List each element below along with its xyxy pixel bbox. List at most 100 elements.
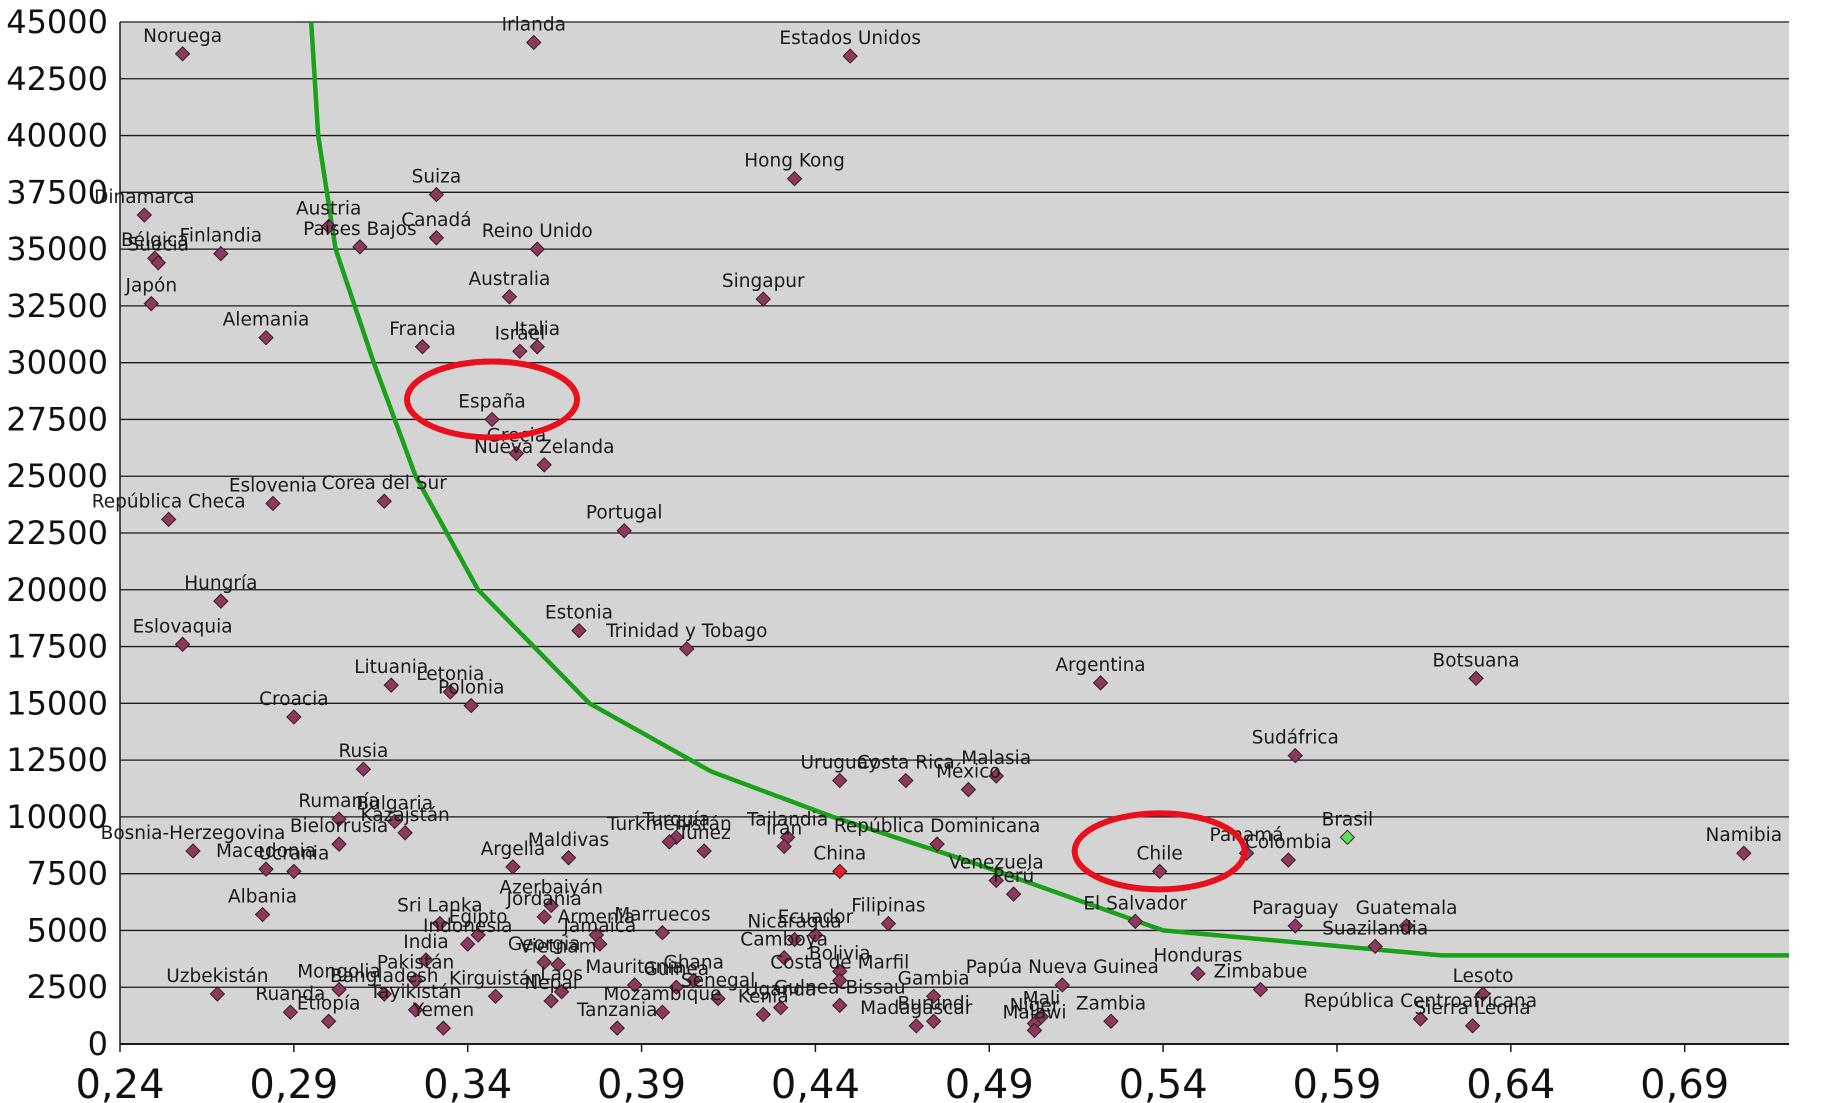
y-tick-label: 42500 [6, 60, 108, 98]
point-guatemala [1398, 918, 1415, 934]
label-nueva-zelanda: Nueva Zelanda [474, 437, 614, 458]
label-georgia: Georgia [508, 934, 581, 955]
point-guinea-bissau [832, 997, 848, 1014]
point-india [418, 952, 434, 968]
point-laos [553, 984, 570, 1000]
label-jamaica: Jamaica [562, 916, 636, 937]
point-nicaragua [786, 931, 803, 948]
point-republica-dominicana [929, 836, 945, 852]
point-hungria [213, 593, 229, 609]
point-gambia [925, 988, 942, 1005]
label-albania: Albania [228, 887, 297, 908]
label-uruguay: Uruguay [800, 753, 879, 774]
point-macedonia [258, 861, 274, 877]
label-francia: Francia [389, 319, 456, 340]
label-guinea-bissau: Guinea-Bissau [774, 977, 906, 998]
frontier-curve [308, 21, 1789, 958]
point-grecia [508, 445, 525, 462]
point-paraguay [1287, 918, 1303, 934]
label-china: China [813, 843, 866, 864]
label-sierra-leona: Sierra Leona [1415, 998, 1531, 1019]
y-tick-label: 7500 [27, 855, 108, 893]
y-axis-ticks: 45000 42500 40000 37500 35000 32500 30000 27500… [6, 3, 108, 1063]
point-marruecos [654, 925, 671, 941]
label-papua-nueva-guinea: Papúa Nueva Guinea [966, 957, 1159, 978]
label-sri-lanka: Sri Lanka [397, 896, 482, 917]
label-espana: España [458, 391, 525, 412]
label-tanzania: Tanzania [576, 1000, 658, 1021]
label-bosnia-herzegovina: Bosnia-Herzegovina [101, 823, 286, 844]
label-malawi: Malawi [1002, 1002, 1066, 1023]
point-iran [776, 838, 792, 855]
point-mauritania [626, 977, 643, 993]
label-belgica: Bélgica [121, 230, 189, 251]
label-bielorrusia: Bielorrusia [290, 816, 388, 837]
label-singapur: Singapur [722, 271, 805, 292]
point-colombia [1280, 852, 1297, 868]
label-macedonia: Macedonia [216, 841, 316, 862]
point-georgia [536, 954, 552, 970]
label-bulgaria: Bulgaria [356, 793, 433, 814]
label-costa-de-marfil: Costa de Marfil [770, 952, 909, 973]
x-tick-label: 0,24 [75, 1062, 164, 1103]
label-letonia: Letonia [416, 664, 484, 685]
label-alemania: Alemania [223, 310, 310, 331]
point-trinidad-y-tobago [679, 641, 695, 657]
point-jamaica [592, 936, 608, 952]
x-tick-label: 0,54 [1119, 1062, 1208, 1103]
label-eslovenia: Eslovenia [229, 475, 317, 496]
label-kazajstan: Kazajstán [360, 805, 449, 826]
label-israel: Israel [495, 323, 546, 344]
y-tick-label: 12500 [6, 741, 108, 779]
label-polonia: Polonia [438, 678, 504, 699]
point-yemen [435, 1020, 452, 1036]
point-burundi [925, 1013, 942, 1029]
point-senegal [710, 990, 726, 1007]
point-china [832, 863, 848, 880]
point-kazajstan [397, 825, 413, 841]
label-namibia: Namibia [1706, 825, 1783, 846]
point-azerbaiyan [543, 897, 559, 914]
point-el-salvador [1127, 913, 1144, 930]
point-bosnia-herzegovina [185, 843, 201, 859]
point-mozambique [654, 1004, 671, 1020]
label-yemen: Yemen [412, 1000, 474, 1021]
point-sudafrica [1287, 747, 1303, 764]
y-tick-label: 10000 [6, 798, 108, 836]
point-irlanda [526, 34, 542, 51]
label-etiopia: Etiopía [297, 993, 361, 1014]
label-botsuana: Botsuana [1433, 650, 1520, 671]
point-etiopia [320, 1013, 337, 1029]
label-lituania: Lituania [354, 657, 428, 678]
label-turkmenistan: Turkmenistán [606, 814, 732, 835]
label-egipto: Egipto [449, 907, 508, 928]
label-austria: Austria [296, 198, 361, 219]
point-namibia [1736, 845, 1752, 861]
point-costa-de-marfil [832, 972, 848, 989]
point-maldivas [560, 850, 577, 866]
label-suecia: Suecia [127, 235, 189, 256]
label-japon: Japón [124, 276, 177, 297]
label-australia: Australia [469, 269, 551, 290]
y-tick-label: 17500 [6, 628, 108, 666]
x-tick-label: 0,44 [771, 1062, 860, 1103]
point-italia [529, 339, 545, 355]
data-points [136, 34, 1752, 1039]
x-tick-label: 0,29 [249, 1062, 338, 1103]
y-tick-label: 32500 [6, 287, 108, 325]
label-finlandia: Finlandia [180, 226, 263, 247]
label-italia: Italia [514, 319, 560, 340]
label-tailandia: Tailandia [746, 809, 828, 830]
label-hong-kong: Hong Kong [744, 151, 845, 172]
point-zambia [1103, 1013, 1119, 1029]
point-eslovenia [265, 495, 281, 512]
point-argentina [1092, 675, 1109, 691]
label-laos: Laos [540, 964, 583, 985]
point-suiza [428, 186, 445, 203]
point-lituania [383, 677, 399, 693]
point-argelia [505, 859, 521, 875]
label-suiza: Suiza [412, 167, 462, 188]
point-estados-unidos [842, 48, 858, 64]
label-estonia: Estonia [545, 603, 613, 624]
label-rusia: Rusia [338, 741, 388, 762]
